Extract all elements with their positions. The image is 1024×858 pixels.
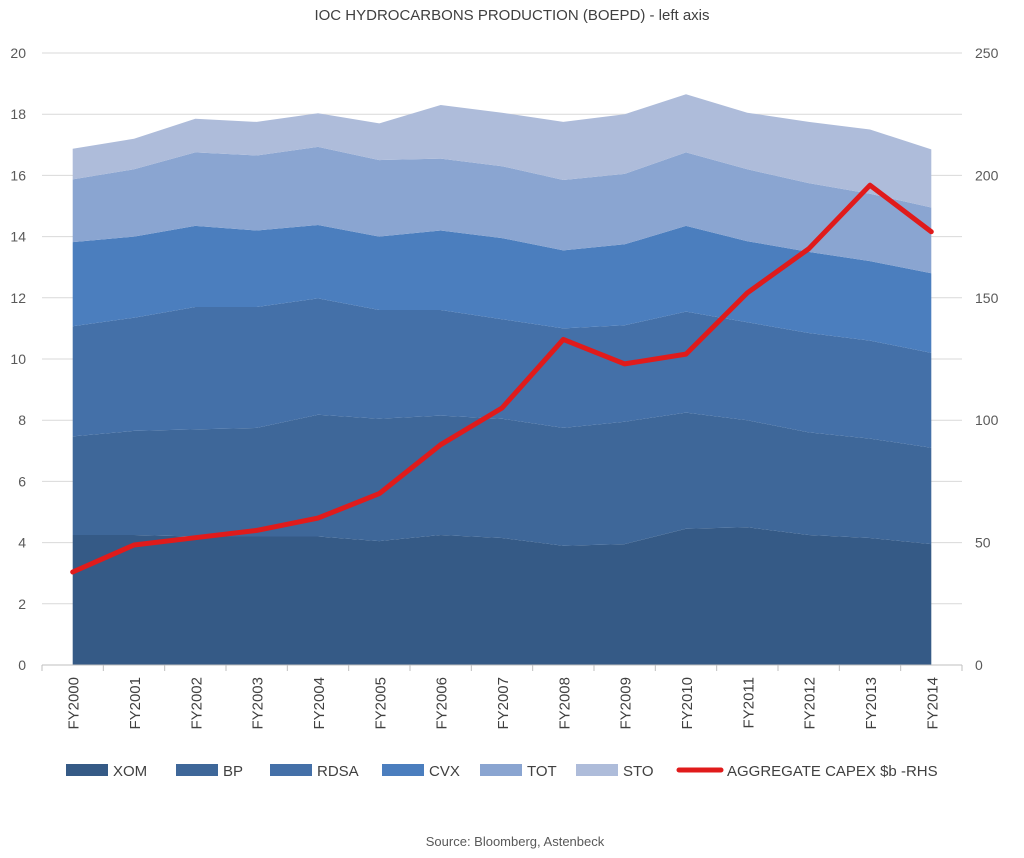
- y-tick-label: 6: [18, 473, 26, 489]
- legend-label: BP: [223, 763, 243, 780]
- chart-source: Source: Bloomberg, Astenbeck: [426, 834, 605, 849]
- area-cvx: [72, 225, 932, 353]
- chart-title: IOC HYDROCARBONS PRODUCTION (BOEPD) - le…: [314, 7, 709, 24]
- area-xom: [72, 527, 932, 665]
- x-tick-label: FY2010: [679, 677, 696, 730]
- area-sto: [72, 94, 932, 208]
- legend-swatch-sto: [576, 764, 618, 776]
- y2-tick-label: 100: [975, 412, 999, 428]
- y-tick-label: 20: [10, 45, 26, 61]
- x-tick-label: FY2000: [66, 677, 83, 730]
- y2-tick-label: 0: [975, 657, 983, 673]
- area-bp: [72, 412, 932, 546]
- x-tick-label: FY2014: [924, 677, 941, 730]
- legend-label: AGGREGATE CAPEX $b -RHS: [727, 763, 938, 780]
- legend-swatch-tot: [480, 764, 522, 776]
- y2-tick-label: 50: [975, 535, 991, 551]
- x-tick-label: FY2012: [802, 677, 819, 730]
- legend-label: RDSA: [317, 763, 359, 780]
- x-tick-label: FY2004: [311, 677, 328, 730]
- y-tick-label: 12: [10, 290, 26, 306]
- legend-swatch-rdsa: [270, 764, 312, 776]
- legend-swatch-xom: [66, 764, 108, 776]
- x-tick-label: FY2002: [188, 677, 205, 730]
- x-tick-label: FY2003: [250, 677, 267, 730]
- y2-tick-label: 150: [975, 290, 999, 306]
- y-tick-label: 10: [10, 351, 26, 367]
- legend-swatch-cvx: [382, 764, 424, 776]
- y-tick-label: 0: [18, 657, 26, 673]
- legend-swatch-bp: [176, 764, 218, 776]
- legend-label: TOT: [527, 763, 557, 780]
- legend-label: XOM: [113, 763, 147, 780]
- y-tick-label: 8: [18, 412, 26, 428]
- x-tick-label: FY2005: [372, 677, 389, 730]
- x-tick-label: FY2006: [434, 677, 451, 730]
- y2-tick-label: 200: [975, 167, 999, 183]
- legend-label: STO: [623, 763, 654, 780]
- y-tick-label: 4: [18, 535, 26, 551]
- y-tick-label: 2: [18, 596, 26, 612]
- x-tick-label: FY2013: [863, 677, 880, 730]
- x-tick-label: FY2011: [740, 677, 757, 728]
- x-tick-label: FY2009: [618, 677, 635, 730]
- capex-line: [70, 182, 934, 575]
- x-tick-label: FY2007: [495, 677, 512, 730]
- y2-tick-label: 250: [975, 45, 999, 61]
- area-rdsa: [72, 298, 932, 448]
- y-tick-label: 18: [10, 106, 26, 122]
- y-tick-label: 16: [10, 167, 26, 183]
- y-tick-label: 14: [10, 229, 26, 245]
- x-tick-label: FY2008: [556, 677, 573, 730]
- legend-label: CVX: [429, 763, 460, 780]
- area-tot: [72, 146, 932, 274]
- x-tick-label: FY2001: [127, 677, 144, 730]
